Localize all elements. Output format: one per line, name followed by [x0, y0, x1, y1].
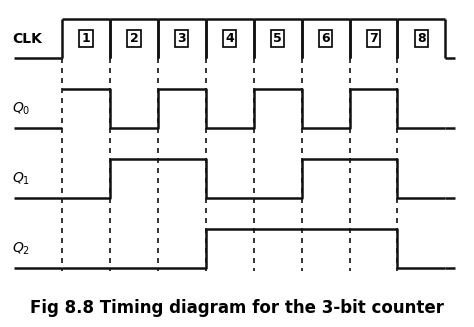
Text: Fig 8.8 Timing diagram for the 3-bit counter: Fig 8.8 Timing diagram for the 3-bit cou… [30, 299, 444, 317]
Text: 4: 4 [226, 32, 234, 45]
Text: 8: 8 [417, 32, 426, 45]
Text: 6: 6 [321, 32, 330, 45]
Text: $Q_1$: $Q_1$ [12, 170, 30, 187]
Text: CLK: CLK [12, 32, 42, 46]
Text: 3: 3 [178, 32, 186, 45]
Text: 5: 5 [273, 32, 282, 45]
Text: $Q_0$: $Q_0$ [12, 100, 30, 117]
Text: $Q_2$: $Q_2$ [12, 240, 30, 257]
Text: 1: 1 [82, 32, 91, 45]
Text: 2: 2 [130, 32, 138, 45]
Text: 7: 7 [369, 32, 378, 45]
